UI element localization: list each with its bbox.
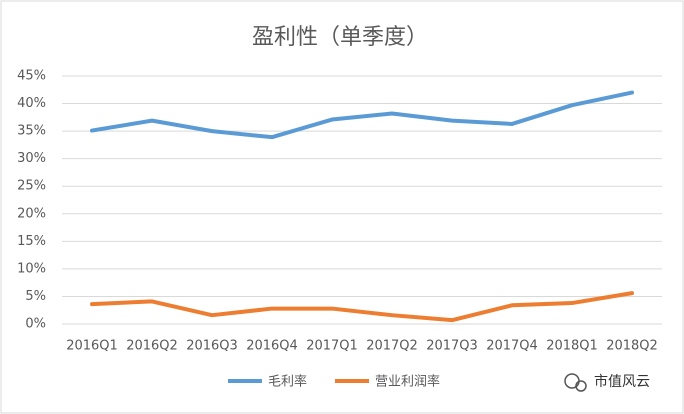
x-tick-label: 2017Q4	[486, 339, 538, 354]
chart-title: 盈利性（单季度）	[252, 25, 428, 50]
legend-label: 营业利润率	[375, 374, 440, 390]
watermark-icon	[575, 380, 587, 392]
legend-label: 毛利率	[268, 374, 307, 390]
series-line	[90, 90, 634, 140]
x-tick-label: 2016Q1	[66, 339, 118, 354]
x-tick-label: 2016Q2	[126, 339, 178, 354]
y-tick-label: 5%	[25, 289, 46, 304]
x-tick-label: 2018Q2	[606, 339, 658, 354]
y-tick-label: 10%	[17, 261, 46, 276]
y-tick-label: 45%	[17, 69, 46, 84]
x-tick-label: 2017Q1	[306, 339, 358, 354]
y-tick-label: 35%	[17, 124, 46, 139]
x-tick-label: 2017Q3	[426, 339, 478, 354]
x-tick-label: 2017Q2	[366, 339, 418, 354]
series-line	[90, 291, 634, 323]
y-tick-label: 20%	[17, 206, 46, 221]
y-tick-label: 0%	[25, 317, 46, 332]
x-tick-label: 2018Q1	[546, 339, 598, 354]
x-tick-label: 2016Q3	[186, 339, 238, 354]
y-tick-label: 25%	[17, 179, 46, 194]
watermark-text: 市值风云	[594, 373, 650, 390]
y-tick-label: 40%	[17, 96, 46, 111]
x-tick-label: 2016Q4	[246, 339, 298, 354]
y-tick-label: 15%	[17, 234, 46, 249]
watermark: 市值风云	[564, 373, 650, 392]
y-tick-label: 30%	[17, 151, 46, 166]
